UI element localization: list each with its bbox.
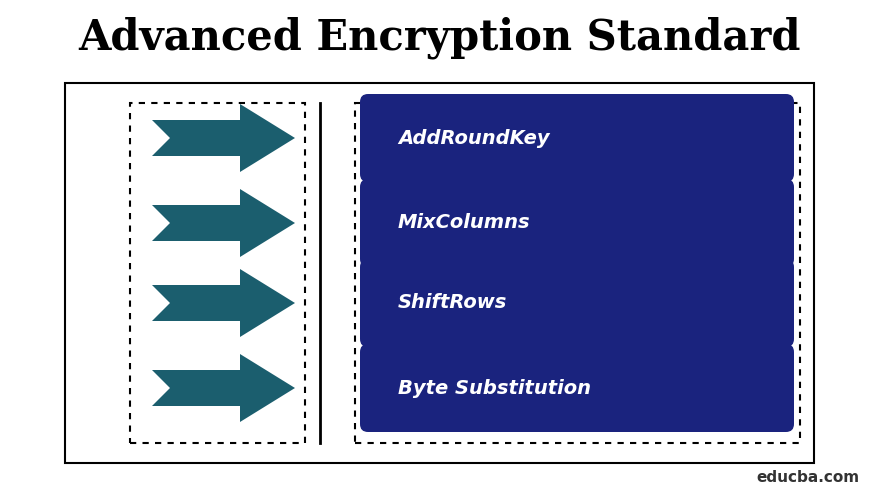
Text: educba.com: educba.com — [756, 470, 859, 485]
FancyBboxPatch shape — [360, 94, 793, 182]
Text: Byte Substitution: Byte Substitution — [398, 379, 590, 397]
Polygon shape — [152, 104, 295, 172]
Polygon shape — [152, 189, 295, 257]
Text: MixColumns: MixColumns — [398, 213, 530, 233]
Polygon shape — [152, 269, 295, 337]
Text: ShiftRows: ShiftRows — [398, 293, 507, 313]
Bar — [65, 83, 813, 463]
Text: AddRoundKey: AddRoundKey — [398, 129, 549, 147]
FancyBboxPatch shape — [360, 259, 793, 347]
FancyBboxPatch shape — [360, 179, 793, 267]
FancyBboxPatch shape — [360, 344, 793, 432]
Bar — [130, 103, 305, 443]
Polygon shape — [152, 354, 295, 422]
Bar — [355, 103, 799, 443]
Text: Advanced Encryption Standard: Advanced Encryption Standard — [78, 17, 800, 59]
